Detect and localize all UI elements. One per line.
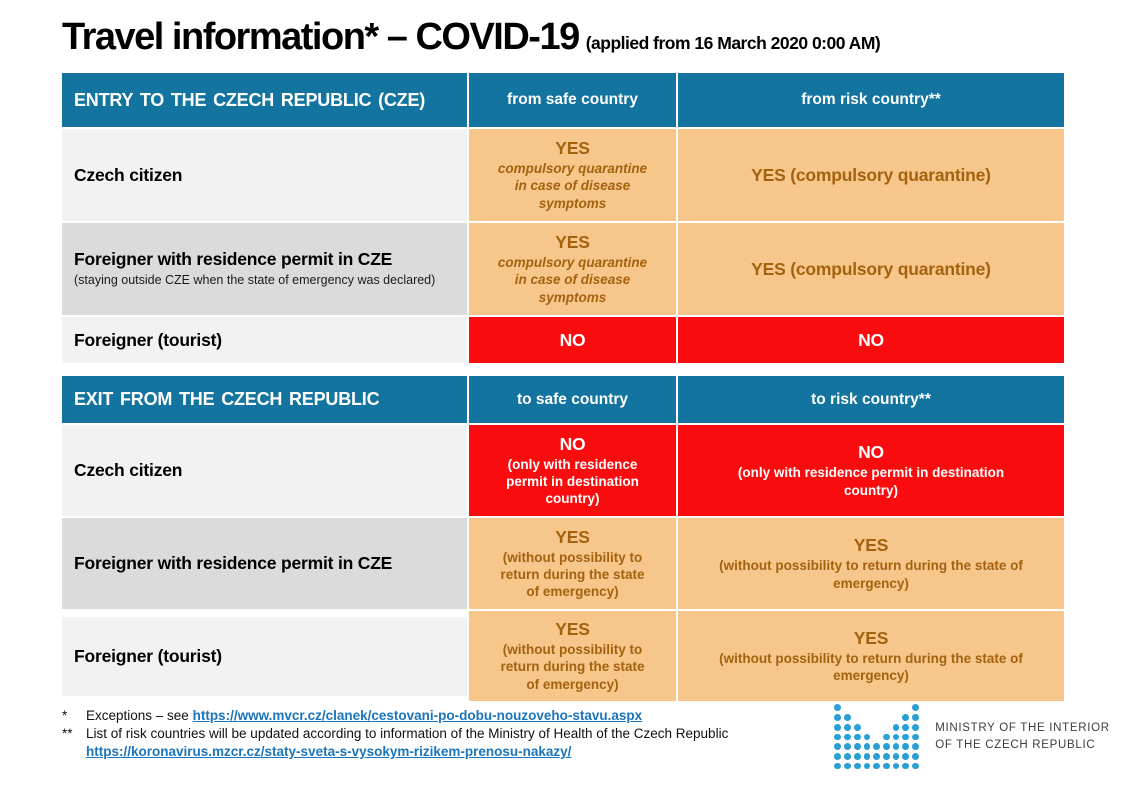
- footnote-1-text: Exceptions – see: [86, 708, 189, 723]
- entry-row-czech-citizen-risk-cell: YES (compulsory quarantine): [678, 129, 1064, 221]
- entry-row-tourist-label: Foreigner (tourist): [62, 317, 467, 363]
- exceptions-link[interactable]: https://www.mvcr.cz/clanek/cestovani-po-…: [192, 708, 643, 723]
- risk-countries-link[interactable]: https://koronavirus.mzcr.cz/staty-sveta-…: [86, 743, 572, 759]
- entry-row-tourist-risk-cell: NO: [678, 317, 1064, 363]
- exit-row-czech-citizen-safe-cell: NO (only with residence permit in destin…: [469, 425, 676, 516]
- page-title-note: (applied from 16 March 2020 0:00 AM): [585, 33, 881, 53]
- footnote-2-text: List of risk countries will be updated a…: [86, 725, 729, 741]
- exit-row-tourist-label: Foreigner (tourist): [62, 611, 467, 701]
- exit-row-tourist-safe-cell: YES (without possibility to return durin…: [469, 611, 676, 701]
- exit-row-foreigner-permit-risk-cell: YES (without possibility to return durin…: [678, 518, 1064, 609]
- entry-row-foreigner-permit-label: Foreigner with residence permit in CZE (…: [62, 223, 467, 315]
- tables-container: ENTRY TO THE CZECH REPUBLIC (CZE) from s…: [62, 73, 1064, 701]
- footnote-exceptions: * Exceptions – see https://www.mvcr.cz/c…: [62, 707, 728, 725]
- entry-table: ENTRY TO THE CZECH REPUBLIC (CZE) from s…: [62, 73, 1064, 363]
- exit-row-czech-citizen-risk-cell: NO (only with residence permit in destin…: [678, 425, 1064, 516]
- entry-header-title: ENTRY TO THE CZECH REPUBLIC (CZE): [62, 73, 467, 127]
- exit-row-tourist-risk-cell: YES (without possibility to return durin…: [678, 611, 1064, 701]
- entry-header-safe: from safe country: [469, 73, 676, 127]
- footnote-risk-countries: ** List of risk countries will be update…: [62, 725, 728, 743]
- exit-table: EXIT FROM THE CZECH REPUBLIC to safe cou…: [62, 376, 1064, 701]
- entry-row-foreigner-permit-safe-cell: YES compulsory quarantine in case of dis…: [469, 223, 676, 315]
- ministry-logo-text: MINISTRY OF THE INTERIOR OF THE CZECH RE…: [935, 722, 1110, 751]
- exit-row-foreigner-permit-safe-cell: YES (without possibility to return durin…: [469, 518, 676, 609]
- exit-row-foreigner-permit-label: Foreigner with residence permit in CZE: [62, 518, 467, 609]
- entry-row-czech-citizen-safe-cell: YES compulsory quarantine in case of dis…: [469, 129, 676, 221]
- exit-header-risk: to risk country**: [678, 376, 1064, 423]
- exit-header-safe: to safe country: [469, 376, 676, 423]
- footnote-marker-2: **: [62, 725, 73, 741]
- page-title-main: Travel information* – COVID-19: [62, 16, 580, 58]
- entry-row-tourist-safe-cell: NO: [469, 317, 676, 363]
- entry-row-czech-citizen-label: Czech citizen: [62, 129, 467, 221]
- footnote-marker-1: *: [62, 708, 68, 723]
- page-title: Travel information* – COVID-19 (applied f…: [62, 16, 881, 59]
- exit-header-title: EXIT FROM THE CZECH REPUBLIC: [62, 376, 467, 423]
- footnotes: * Exceptions – see https://www.mvcr.cz/c…: [62, 707, 728, 761]
- entry-row-foreigner-permit-risk-cell: YES (compulsory quarantine): [678, 223, 1064, 315]
- exit-row-czech-citizen-label: Czech citizen: [62, 425, 467, 516]
- ministry-logo-dots-icon: [833, 703, 920, 771]
- entry-header-risk: from risk country**: [678, 73, 1064, 127]
- ministry-of-interior-logo: MINISTRY OF THE INTERIOR OF THE CZECH RE…: [833, 703, 1110, 771]
